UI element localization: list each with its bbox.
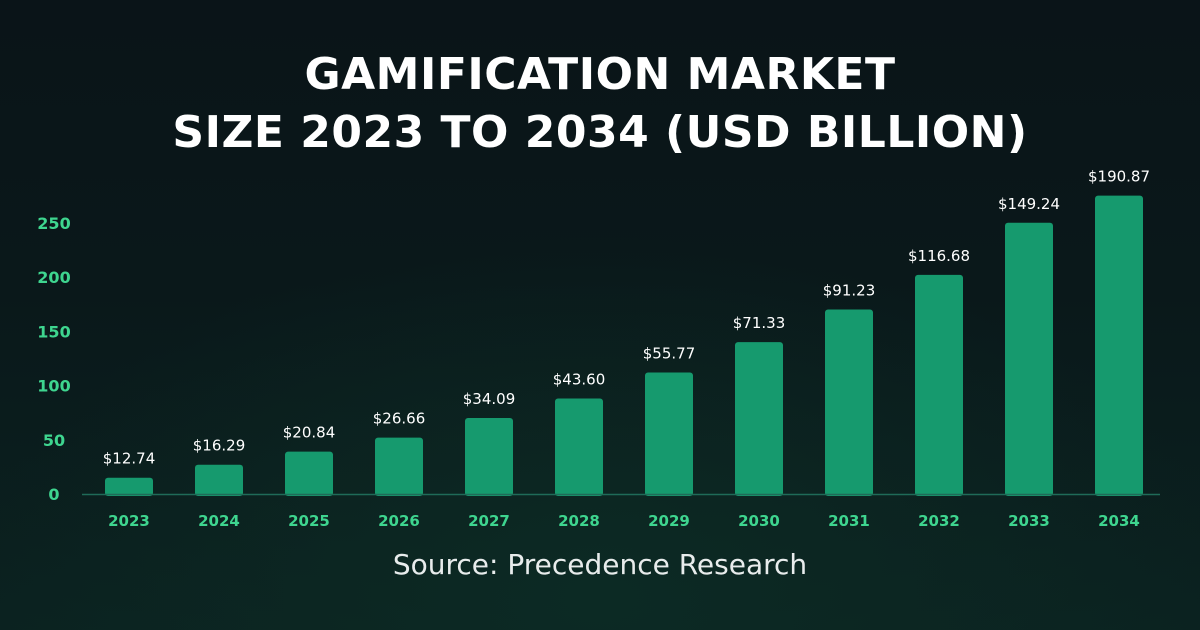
value-label-2024: $16.29 (193, 437, 246, 455)
x-tick-label-2032: 2032 (918, 512, 960, 530)
x-tick-label-2030: 2030 (738, 512, 780, 530)
value-label-2033: $149.24 (998, 195, 1060, 213)
bar-2034 (1095, 195, 1143, 496)
x-axis: 2023 2024 2025 2026 2027 2028 2029 2030 2031 2032… (108, 512, 1140, 530)
bar-2029 (645, 372, 693, 496)
y-tick-label: 100 (37, 377, 70, 396)
chart-title: GAMIFICATION MARKET SIZE 2023 TO 2034 (U… (0, 46, 1200, 162)
value-label-2025: $20.84 (283, 424, 336, 442)
value-label-2028: $43.60 (553, 371, 606, 389)
bar-2031 (825, 309, 873, 496)
value-label-2034: $190.87 (1088, 168, 1150, 186)
value-label-2023: $12.74 (103, 450, 156, 468)
y-tick-label: 250 (37, 214, 70, 233)
value-label-2027: $34.09 (463, 390, 516, 408)
y-tick-label: 50 (43, 431, 65, 450)
x-tick-label-2027: 2027 (468, 512, 510, 530)
y-tick-label: 200 (37, 268, 70, 287)
bar-2030 (735, 342, 783, 496)
y-tick-label: 0 (48, 485, 59, 504)
chart-title-line-2: SIZE 2023 TO 2034 (USD BILLION) (172, 107, 1028, 158)
bar-2033 (1005, 222, 1053, 496)
x-tick-label-2025: 2025 (288, 512, 330, 530)
value-label-2029: $55.77 (643, 344, 696, 362)
value-label-2032: $116.68 (908, 247, 970, 265)
y-axis: 0 50 100 150 200 250 (37, 214, 70, 504)
bar-2027 (465, 418, 513, 496)
bar-2028 (555, 398, 603, 496)
x-tick-label-2034: 2034 (1098, 512, 1140, 530)
bar-2024 (195, 464, 243, 496)
x-tick-label-2031: 2031 (828, 512, 870, 530)
value-label-2030: $71.33 (733, 314, 786, 332)
x-tick-label-2026: 2026 (378, 512, 420, 530)
bar-2025 (285, 451, 333, 496)
chart-title-line-1: GAMIFICATION MARKET (304, 49, 896, 100)
value-label-2031: $91.23 (823, 282, 876, 300)
value-label-2026: $26.66 (373, 410, 426, 428)
bar-2026 (375, 437, 423, 496)
source-caption: Source: Precedence Research (392, 548, 808, 581)
x-tick-label-2029: 2029 (648, 512, 690, 530)
x-tick-label-2028: 2028 (558, 512, 600, 530)
value-labels: $12.74 $16.29 $20.84 $26.66 $34.09 $43.60 $55.… (103, 168, 1150, 468)
bar-2032 (915, 274, 963, 496)
x-tick-label-2024: 2024 (198, 512, 240, 530)
bars (105, 195, 1143, 496)
x-tick-label-2023: 2023 (108, 512, 150, 530)
bar-2023 (105, 477, 153, 496)
y-tick-label: 150 (37, 322, 70, 341)
x-tick-label-2033: 2033 (1008, 512, 1050, 530)
